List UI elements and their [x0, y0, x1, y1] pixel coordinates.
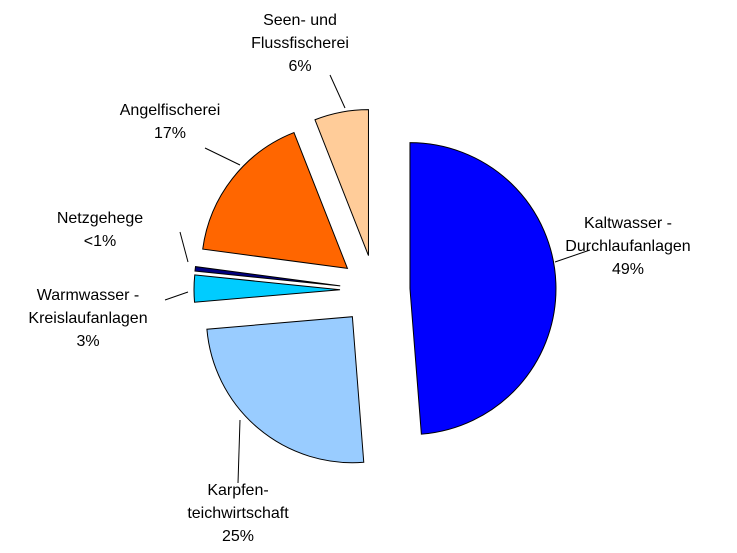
slice-label: Angelfischerei — [120, 102, 221, 119]
value-label: 6% — [288, 58, 311, 75]
value-label: 17% — [154, 125, 186, 142]
value-label: 3% — [76, 333, 99, 350]
leader-line — [204, 147, 241, 166]
pie-slice — [194, 266, 341, 287]
leader-line — [329, 74, 346, 109]
pie-slice — [206, 316, 365, 464]
leader-line — [164, 291, 189, 301]
value-label: <1% — [84, 233, 116, 250]
pie-slice — [314, 109, 369, 256]
slice-label: Netzgehege — [57, 210, 143, 227]
value-label: 25% — [222, 528, 254, 545]
slice-label: Seen- und Flussfischerei — [251, 12, 349, 52]
value-label: 49% — [612, 261, 644, 278]
slice-label: Warmwasser -Kreislaufanlagen — [28, 287, 147, 327]
pie-slice — [202, 131, 349, 270]
leader-line — [179, 231, 189, 263]
leader-line — [554, 249, 591, 263]
pie-slice — [193, 274, 341, 303]
pie-slice — [409, 142, 557, 435]
slice-label: Karpfen-teichwirtschaft — [187, 482, 289, 522]
leader-line — [237, 419, 241, 484]
slice-label: Kaltwasser -Durchlaufanlagen — [565, 215, 690, 255]
